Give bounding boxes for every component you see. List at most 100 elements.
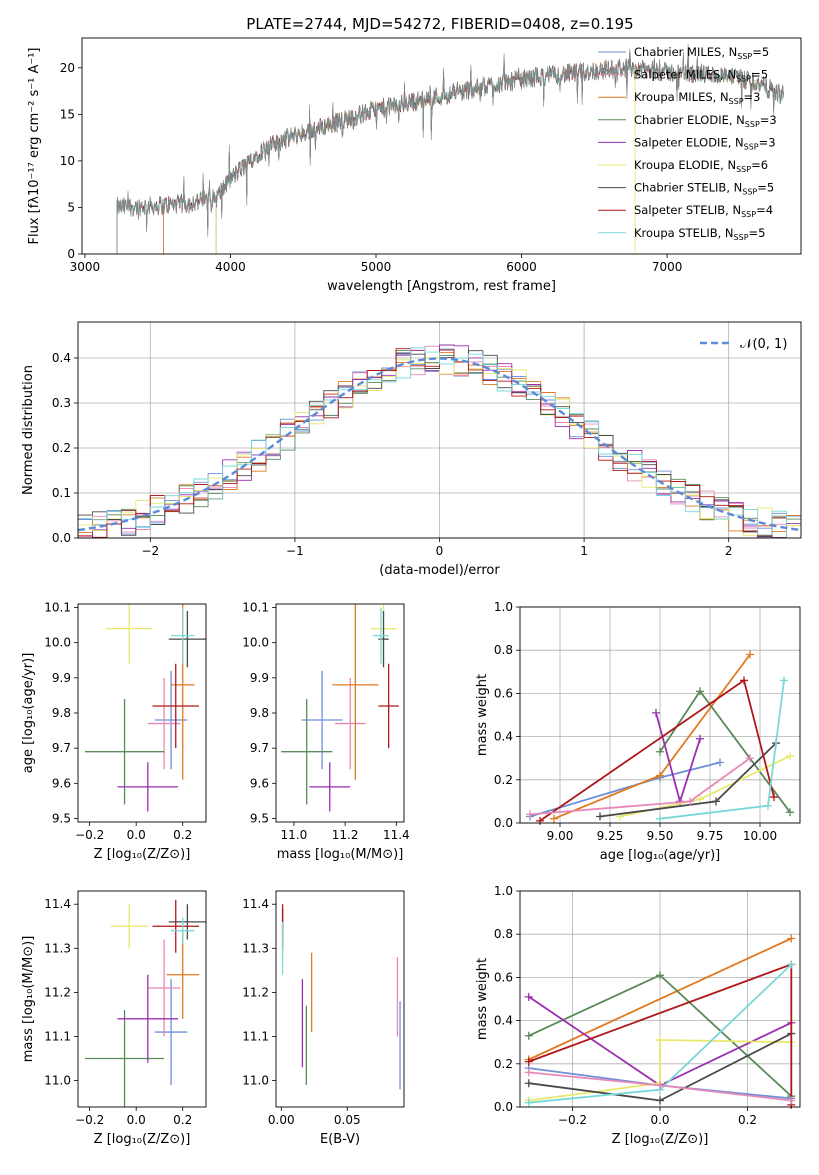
weight_vs_age-axes: 9.00 9.25 9.50 9.75 10.00 0.0 0.2 0.4 0.6 0.8 1.0 a… xyxy=(475,600,800,863)
age_vs_mass-ytick-label: 9.9 xyxy=(250,671,269,685)
residuals-xtick-label: 0 xyxy=(436,544,444,558)
age_vs_mass-ytick-label: 9.7 xyxy=(250,741,269,755)
weight_vs_age-series-line xyxy=(539,678,775,822)
spectrum-ytick-label: 15 xyxy=(60,107,75,121)
age_vs_Z-ytick-label: 9.7 xyxy=(52,741,71,755)
residuals-xtick-label: −2 xyxy=(141,544,159,558)
weight_vs_Z-ytick-label: 0.8 xyxy=(494,927,513,941)
weight_vs_age-point-marker xyxy=(686,797,694,806)
weight_vs_age-frame xyxy=(519,606,801,824)
weight_vs_age-ytick-label: 0.0 xyxy=(494,816,513,830)
age_vs_mass-xtick-label: 11.2 xyxy=(332,828,359,842)
weight_vs_age-point-marker xyxy=(780,676,788,685)
residuals-frame xyxy=(77,321,802,539)
spectrum-ytick-label: 20 xyxy=(60,61,75,75)
weight_vs_Z-ytick-label: 0.2 xyxy=(494,1057,513,1071)
mass_vs_Z-xtick-label: −0.2 xyxy=(75,1113,104,1127)
mass_vs_Z-xtick-label: 0.0 xyxy=(127,1113,146,1127)
weight_vs_age-point-marker xyxy=(712,797,720,806)
spectrum-legend-label: Chabrier MILES, NSSP=5 xyxy=(634,45,769,61)
weight_vs_Z-point-marker xyxy=(656,971,664,980)
spectrum-xlabel: wavelength [Angstrom, rest frame] xyxy=(327,279,556,294)
residuals-xtick-label: 1 xyxy=(580,544,588,558)
age_vs_Z-ylabel: age [log₁₀(age/yr)] xyxy=(21,653,36,774)
age_vs_Z-ytick-label: 9.8 xyxy=(52,706,71,720)
mass_vs_Z-ylabel: mass [log₁₀(M/M⊙)] xyxy=(21,936,36,1063)
residuals-histogram-series xyxy=(78,347,801,538)
mass_vs_ebv-ytick-label: 11.2 xyxy=(242,985,269,999)
weight_vs_Z-ylabel: mass weight xyxy=(475,958,490,1040)
mass_vs_ebv-ytick-label: 11.0 xyxy=(242,1074,269,1088)
weight_vs_Z-point-marker xyxy=(656,1036,664,1045)
weight_vs_Z-point-marker xyxy=(524,1031,533,1040)
mass_vs_ebv-ytick-label: 11.3 xyxy=(242,941,269,955)
age_vs_mass-xtick-label: 11.0 xyxy=(281,828,308,842)
spectrum-legend-label: Kroupa ELODIE, NSSP=6 xyxy=(634,158,768,174)
weight_vs_age-point-marker xyxy=(656,814,664,823)
spectrum-observed-line xyxy=(116,43,784,254)
weight_vs_age-series-line xyxy=(659,689,791,813)
age_vs_Z-xlabel: Z [log₁₀(Z/Z⊙)] xyxy=(94,847,191,862)
age_vs_mass-ytick-label: 10.0 xyxy=(242,636,269,650)
age_vs_Z-ytick-label: 10.1 xyxy=(44,601,71,615)
weight_vs_age-point-marker xyxy=(536,816,544,825)
age_vs_mass-xtick-label: 11.4 xyxy=(383,828,410,842)
weight_vs_Z-series-line xyxy=(528,937,792,1061)
weight_vs_age-point-marker xyxy=(696,795,704,804)
spectrum-xtick-label: 4000 xyxy=(215,260,246,274)
gaussian-curve xyxy=(77,357,802,532)
weight_vs_Z-point-marker xyxy=(524,1057,533,1066)
weight_vs_Z-ytick-label: 0.6 xyxy=(494,970,513,984)
weight_vs_Z-ytick-label: 0.0 xyxy=(494,1100,513,1114)
weight_vs_age-series-line xyxy=(619,755,791,818)
residuals-ytick-label: 0.3 xyxy=(52,396,71,410)
mass_vs_ebv-axes: 0.00 0.05 11.0 11.1 11.2 11.3 11.4 E(B-V) xyxy=(242,897,360,1147)
weight_vs_Z-point-marker xyxy=(524,1079,533,1088)
weight_vs_Z-point-marker xyxy=(787,934,796,943)
weight_vs_Z-axes: −0.2 0.0 0.2 0.0 0.2 0.4 0.6 0.8 1.0 Z [log₁₀(Z/Z… xyxy=(475,884,800,1147)
age_vs_Z-frame xyxy=(77,603,207,823)
age_vs_mass-frame xyxy=(275,603,405,823)
weight_vs_age-point-marker xyxy=(526,810,534,819)
weight_vs_Z-ytick-label: 0.4 xyxy=(494,1014,513,1028)
weight_vs_age-point-marker xyxy=(696,734,704,743)
weight_vs_age-point-marker xyxy=(696,687,704,696)
spectrum-model-line xyxy=(116,52,784,254)
mass_vs_ebv-ytick-label: 11.4 xyxy=(242,897,269,911)
weight_vs_Z-xtick-label: −0.2 xyxy=(558,1113,587,1127)
weight_vs_age-point-marker xyxy=(656,747,664,756)
weight_vs_age-point-marker xyxy=(786,752,794,761)
weight_vs_Z-point-marker xyxy=(524,992,533,1001)
spectrum-legend-label: Kroupa STELIB, NSSP=5 xyxy=(634,226,765,242)
mass_vs_ebv-xtick-label: 0.05 xyxy=(334,1113,361,1127)
age_vs_Z-ytick-label: 9.9 xyxy=(52,671,71,685)
weight_vs_age-xlabel: age [log₁₀(age/yr)] xyxy=(600,848,721,863)
age_vs_mass-xlabel: mass [log₁₀(M/M⊙)] xyxy=(277,847,404,862)
weight_vs_age-point-marker xyxy=(716,758,724,767)
weight_vs_Z-point-marker xyxy=(787,960,796,969)
spectrum-legend-label: Salpeter ELODIE, NSSP=3 xyxy=(634,135,776,151)
spectrum-frame xyxy=(81,37,802,255)
weight_vs_age-point-marker xyxy=(746,650,754,659)
weight_vs_age-point-marker xyxy=(656,771,664,780)
weight_vs_age-ytick-label: 1.0 xyxy=(494,600,513,614)
age_vs_Z-xtick-label: 0.0 xyxy=(127,828,146,842)
weight_vs_age-ytick-label: 0.2 xyxy=(494,773,513,787)
weight_vs_Z-point-marker xyxy=(656,1096,664,1105)
mass_vs_Z-ytick-label: 11.1 xyxy=(44,1029,71,1043)
weight_vs_age-xtick-label: 10.00 xyxy=(743,829,777,843)
mass_vs_ebv-ytick-label: 11.1 xyxy=(242,1029,269,1043)
mass_vs_ebv-xlabel: E(B-V) xyxy=(320,1132,360,1147)
weight_vs_Z-xtick-label: 0.2 xyxy=(738,1113,757,1127)
spectrum-legend-label: Chabrier ELODIE, NSSP=3 xyxy=(634,113,777,129)
spectrum-legend: Chabrier MILES, NSSP=5 Salpeter MILES, NS… xyxy=(598,45,777,242)
age_vs_Z-xtick-label: 0.2 xyxy=(173,828,192,842)
mass_vs_Z-ytick-label: 11.0 xyxy=(44,1074,71,1088)
weight_vs_age-point-marker xyxy=(550,814,558,823)
weight_vs_age-ylabel: mass weight xyxy=(475,674,490,756)
weight_vs_age-point-marker xyxy=(746,754,754,763)
mass_vs_Z-xtick-label: 0.2 xyxy=(173,1113,192,1127)
residuals-ytick-label: 0.1 xyxy=(52,486,71,500)
spectrum-legend-label: Chabrier STELIB, NSSP=5 xyxy=(634,181,774,197)
